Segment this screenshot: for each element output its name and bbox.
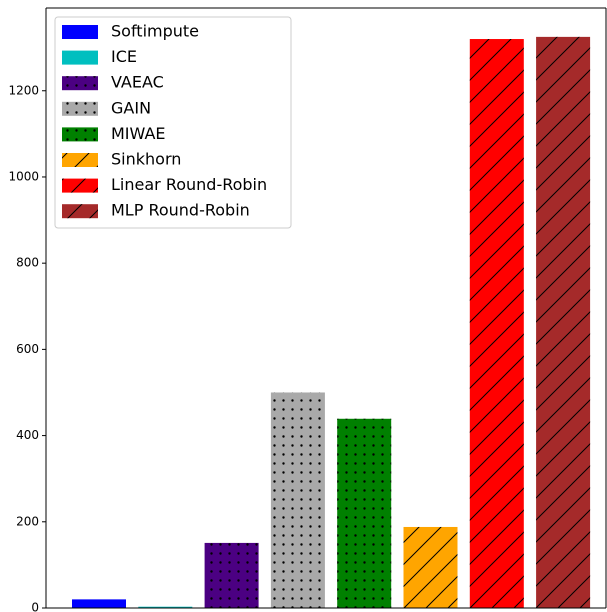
bar-hatch <box>469 39 524 608</box>
legend-label: GAIN <box>111 98 151 117</box>
bar-hatch <box>337 418 392 608</box>
bar-hatch <box>403 526 458 608</box>
y-tick-label: 200 <box>16 514 39 528</box>
legend-label: Softimpute <box>111 22 199 41</box>
legend-item: ICE <box>62 47 137 66</box>
legend-item: MLP Round-Robin <box>62 201 250 220</box>
legend-label: MLP Round-Robin <box>111 201 250 220</box>
bar-hatch <box>270 392 325 608</box>
bar-hatch <box>204 542 259 608</box>
legend-swatch-hatch <box>62 178 98 193</box>
legend-label: Sinkhorn <box>111 150 181 169</box>
bar <box>138 606 193 608</box>
legend-label: VAEAC <box>111 73 164 92</box>
legend-swatch <box>62 25 98 39</box>
legend-item: VAEAC <box>62 73 164 92</box>
y-tick-label: 600 <box>16 342 39 356</box>
legend-label: ICE <box>111 47 137 66</box>
legend-swatch-hatch <box>62 127 98 142</box>
legend-swatch-hatch <box>62 76 98 91</box>
legend-label: Linear Round-Robin <box>111 175 267 194</box>
legend-box <box>54 16 292 229</box>
legend-swatch <box>62 50 98 65</box>
legend-swatch-hatch <box>62 153 98 167</box>
legend-swatch-hatch <box>62 101 98 116</box>
legend-item: GAIN <box>62 98 151 117</box>
bar <box>72 599 126 608</box>
plot-area: 0 200 400 600 800 1000 1200 <box>8 7 607 612</box>
bar-hatch <box>536 36 591 608</box>
y-tick-label: 1000 <box>8 169 39 183</box>
legend-item: Sinkhorn <box>62 150 181 169</box>
legend-label: MIWAE <box>111 124 166 143</box>
y-tick-label: 400 <box>16 428 39 442</box>
legend-item: Linear Round-Robin <box>62 175 267 194</box>
legend-item: MIWAE <box>62 124 166 143</box>
legend: Softimpute ICE VAEAC GAIN MIWAE Sinkhorn Linea… <box>54 16 292 229</box>
legend-swatch-hatch <box>62 204 98 219</box>
y-tick-label: 0 <box>31 601 39 612</box>
y-tick-label: 800 <box>16 256 39 270</box>
legend-item: Softimpute <box>62 22 199 41</box>
y-tick-label: 1200 <box>8 83 39 97</box>
